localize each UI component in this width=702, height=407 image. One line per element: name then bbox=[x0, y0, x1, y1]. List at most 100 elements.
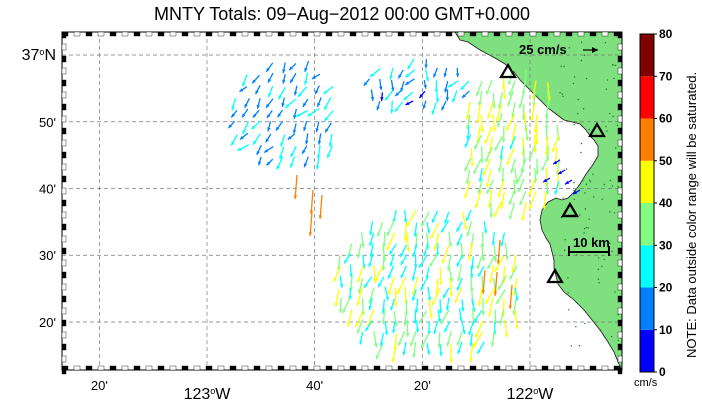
current-vector bbox=[542, 191, 547, 210]
frame-tick bbox=[337, 365, 345, 371]
current-vector bbox=[429, 253, 439, 268]
current-vector bbox=[413, 222, 418, 237]
frame-tick bbox=[73, 31, 81, 37]
current-vector bbox=[428, 299, 433, 319]
current-vector bbox=[461, 320, 466, 335]
current-vector bbox=[481, 244, 486, 262]
current-vector bbox=[477, 179, 484, 194]
frame-tick bbox=[517, 31, 525, 37]
current-vector bbox=[489, 202, 493, 218]
land-texture-dot bbox=[580, 142, 583, 145]
current-vector bbox=[500, 191, 506, 210]
current-vector bbox=[420, 277, 428, 291]
land-texture-dot bbox=[611, 250, 613, 253]
colorbar-segment bbox=[640, 245, 654, 288]
land-texture-dot bbox=[562, 197, 564, 199]
current-vector bbox=[528, 191, 537, 210]
frame-tick bbox=[253, 365, 261, 371]
current-vector bbox=[495, 288, 506, 305]
frame-tick bbox=[589, 365, 597, 371]
frame-tick bbox=[617, 307, 623, 315]
scale-bar bbox=[568, 246, 610, 256]
current-vector bbox=[389, 67, 394, 80]
current-vector bbox=[511, 254, 517, 273]
current-vector bbox=[458, 308, 463, 322]
land-texture-dot bbox=[579, 214, 581, 216]
frame-tick bbox=[97, 31, 105, 37]
current-vector bbox=[449, 277, 453, 297]
land-texture-dot bbox=[572, 82, 575, 85]
frame-tick bbox=[617, 187, 623, 195]
current-vector bbox=[426, 221, 431, 234]
frame-tick bbox=[265, 365, 273, 371]
current-vector bbox=[463, 157, 472, 172]
land-texture-dot bbox=[601, 265, 603, 267]
land-texture-dot bbox=[609, 211, 611, 213]
frame-tick bbox=[289, 31, 297, 37]
current-vector bbox=[403, 210, 408, 224]
land-texture-dot bbox=[598, 257, 600, 259]
frame-tick bbox=[421, 365, 429, 371]
current-vector bbox=[491, 330, 495, 347]
current-vector bbox=[375, 344, 384, 360]
current-vector bbox=[519, 190, 527, 206]
current-vector bbox=[456, 331, 463, 346]
current-vector bbox=[452, 90, 458, 103]
current-vector bbox=[545, 180, 550, 195]
frame-tick bbox=[617, 283, 623, 291]
current-vector bbox=[363, 276, 373, 289]
current-vector bbox=[388, 243, 397, 255]
current-vector bbox=[368, 253, 374, 268]
current-vector bbox=[349, 264, 353, 278]
current-vector bbox=[364, 319, 373, 332]
current-vector bbox=[257, 156, 262, 166]
frame-tick bbox=[145, 365, 153, 371]
current-vector bbox=[370, 89, 375, 101]
land-texture-dot bbox=[563, 249, 566, 252]
current-vector bbox=[418, 310, 428, 324]
frame-tick bbox=[617, 67, 623, 75]
current-vector bbox=[499, 309, 505, 325]
current-vector bbox=[386, 232, 396, 251]
current-vector bbox=[493, 201, 503, 218]
colorbar-tick-label: 30 bbox=[659, 238, 673, 252]
frame-tick bbox=[349, 365, 357, 371]
current-vector bbox=[498, 157, 503, 173]
current-vector bbox=[482, 158, 492, 176]
current-vector bbox=[384, 286, 389, 301]
colorbar-tick-label: 0 bbox=[659, 365, 666, 379]
current-vector bbox=[266, 110, 273, 119]
current-vector bbox=[431, 210, 439, 224]
frame-tick bbox=[241, 31, 249, 37]
lat-tick-label: 30' bbox=[39, 248, 56, 263]
current-vector bbox=[241, 108, 249, 118]
frame-tick bbox=[617, 115, 623, 123]
frame-tick bbox=[397, 365, 405, 371]
lon-tick-label: 123oW bbox=[184, 386, 232, 403]
current-vector bbox=[404, 78, 415, 86]
current-vector bbox=[265, 133, 272, 143]
current-vector bbox=[514, 310, 519, 330]
current-vector bbox=[500, 232, 506, 247]
current-vector bbox=[512, 278, 518, 297]
current-vector bbox=[392, 321, 396, 334]
current-vector bbox=[295, 109, 309, 118]
land-texture-dot bbox=[580, 41, 583, 43]
current-vector bbox=[267, 72, 274, 84]
current-vector bbox=[492, 114, 497, 132]
frame-tick bbox=[617, 163, 623, 171]
frame-tick bbox=[313, 31, 321, 37]
current-vector bbox=[334, 289, 340, 307]
frame-tick bbox=[457, 365, 465, 371]
current-vector bbox=[359, 331, 364, 345]
land-texture-dot bbox=[604, 42, 607, 44]
current-vector bbox=[465, 101, 471, 120]
land-texture-dot bbox=[573, 76, 576, 78]
frame-tick bbox=[61, 55, 67, 63]
current-vector bbox=[415, 320, 420, 333]
current-vector bbox=[304, 72, 309, 86]
current-vector bbox=[307, 107, 320, 117]
frame-tick bbox=[617, 319, 623, 327]
land-texture-dot bbox=[568, 47, 570, 49]
current-vector bbox=[239, 86, 248, 93]
